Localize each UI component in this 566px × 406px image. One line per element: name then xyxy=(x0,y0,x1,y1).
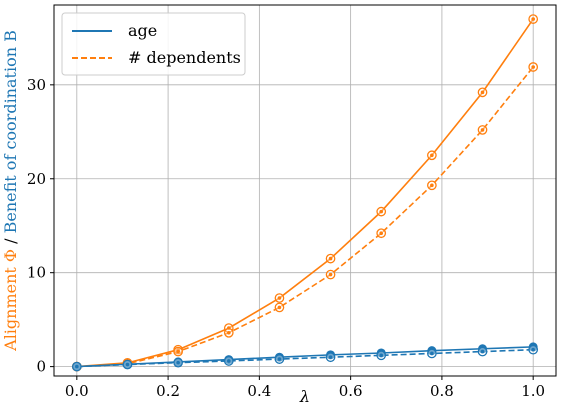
y-tick-label: 30 xyxy=(27,76,46,94)
series-layer xyxy=(71,14,539,372)
data-point-center xyxy=(226,330,231,335)
x-tick-label: 0.8 xyxy=(430,382,454,400)
data-point-center xyxy=(531,65,535,69)
legend-label: age xyxy=(128,21,157,40)
data-point-center xyxy=(226,359,231,363)
ticks: 0.0 0.2 0.4 0.6 0.8 1.0 0 10 20 30 xyxy=(27,76,545,400)
x-tick-label: 0.0 xyxy=(65,382,89,400)
data-point-center xyxy=(430,351,434,356)
y-tick-label: 10 xyxy=(27,264,46,282)
x-tick-label: 0.2 xyxy=(156,382,180,400)
y-tick-label: 20 xyxy=(27,170,46,188)
series-line xyxy=(76,348,534,368)
y-axis-label: Alignment Φ / Benefit of coordination B xyxy=(1,30,20,352)
series-line xyxy=(76,66,534,368)
x-tick-label: 0.4 xyxy=(247,382,271,400)
data-point-center xyxy=(328,355,333,360)
data-point-center xyxy=(75,364,79,369)
data-point-center xyxy=(531,347,535,352)
data-point-center xyxy=(480,90,485,95)
data-point-center xyxy=(277,305,282,310)
x-tick-label: 1.0 xyxy=(521,382,545,400)
y-axis-label-separator: / xyxy=(1,233,20,249)
series-line xyxy=(76,18,534,368)
data-point-center xyxy=(379,353,384,358)
data-point-center xyxy=(328,272,333,277)
x-axis-label: λ xyxy=(299,387,310,406)
y-tick-label: 0 xyxy=(36,358,46,376)
data-point-center xyxy=(531,17,535,21)
y-axis-label-alignment: Alignment Φ xyxy=(1,249,20,352)
x-tick-label: 0.6 xyxy=(339,382,363,400)
data-point-center xyxy=(176,360,180,365)
data-point-center xyxy=(430,183,434,188)
legend: age # dependents xyxy=(61,12,246,76)
data-point-center xyxy=(277,357,282,361)
data-point-center xyxy=(480,128,485,132)
plot-frame xyxy=(53,4,557,377)
data-point-center xyxy=(480,349,485,354)
data-point-center xyxy=(430,153,434,158)
legend-label: # dependents xyxy=(128,48,241,67)
data-point-center xyxy=(328,256,333,261)
data-point-center xyxy=(125,362,130,367)
data-point-center xyxy=(379,209,384,214)
legend-box xyxy=(61,12,246,76)
series-benefit-dependents xyxy=(71,344,539,372)
data-point-center xyxy=(379,231,384,236)
data-point-center xyxy=(176,349,180,354)
series-alignment-dependents xyxy=(71,62,539,372)
y-axis-label-benefit: Benefit of coordination B xyxy=(1,30,20,233)
data-point-center xyxy=(277,296,282,300)
